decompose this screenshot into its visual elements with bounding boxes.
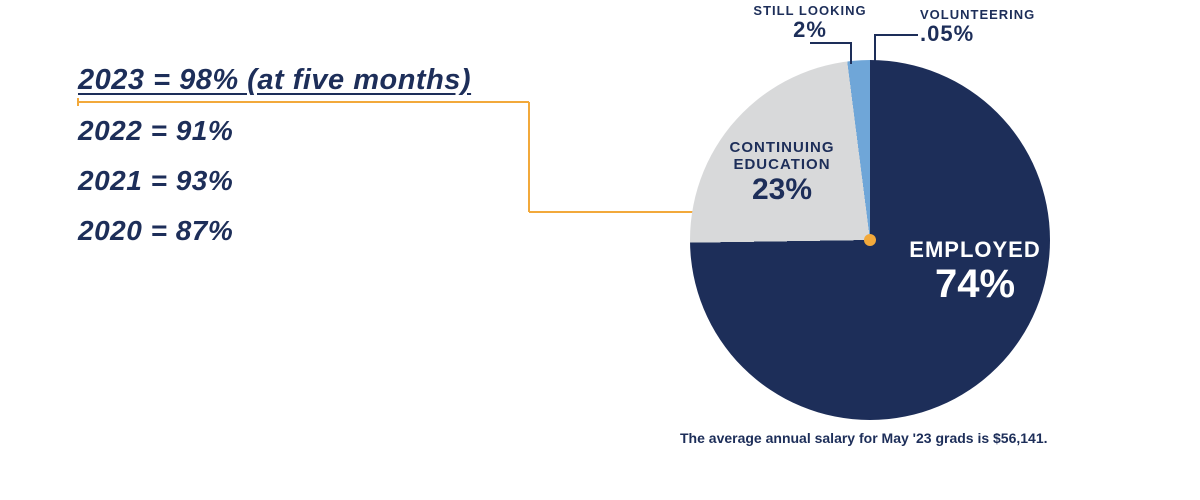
year-list: 2023 = 98% (at five months) 2022 = 91% 2… bbox=[78, 66, 471, 267]
label-still-looking: STILL LOOKING 2% bbox=[740, 4, 880, 42]
leader-still-looking bbox=[850, 42, 852, 64]
label-continuing-cat: CONTINUINGEDUCATION bbox=[702, 140, 862, 173]
label-employed: EMPLOYED 74% bbox=[875, 238, 1075, 306]
leader-still-looking-h bbox=[810, 42, 850, 44]
year-2021: 2021 = 93% bbox=[78, 167, 471, 195]
label-vol-pct: .05% bbox=[920, 22, 1080, 46]
label-continuing-pct: 23% bbox=[702, 173, 862, 206]
leader-vol-v bbox=[874, 34, 876, 62]
label-volunteering: VOLUNTEERING .05% bbox=[920, 8, 1080, 46]
label-continuing: CONTINUINGEDUCATION 23% bbox=[702, 140, 862, 206]
label-employed-pct: 74% bbox=[875, 262, 1075, 306]
footnote: The average annual salary for May '23 gr… bbox=[680, 430, 1120, 446]
leader-vol-h bbox=[874, 34, 918, 36]
year-2022: 2022 = 91% bbox=[78, 117, 471, 145]
label-still-cat: STILL LOOKING bbox=[740, 4, 880, 18]
year-2020: 2020 = 87% bbox=[78, 217, 471, 245]
pie-chart: EMPLOYED 74% CONTINUINGEDUCATION 23% STI… bbox=[660, 30, 1080, 450]
label-still-pct: 2% bbox=[740, 18, 880, 42]
year-2023: 2023 = 98% (at five months) bbox=[78, 66, 471, 95]
label-employed-cat: EMPLOYED bbox=[875, 238, 1075, 262]
label-vol-cat: VOLUNTEERING bbox=[920, 8, 1080, 22]
